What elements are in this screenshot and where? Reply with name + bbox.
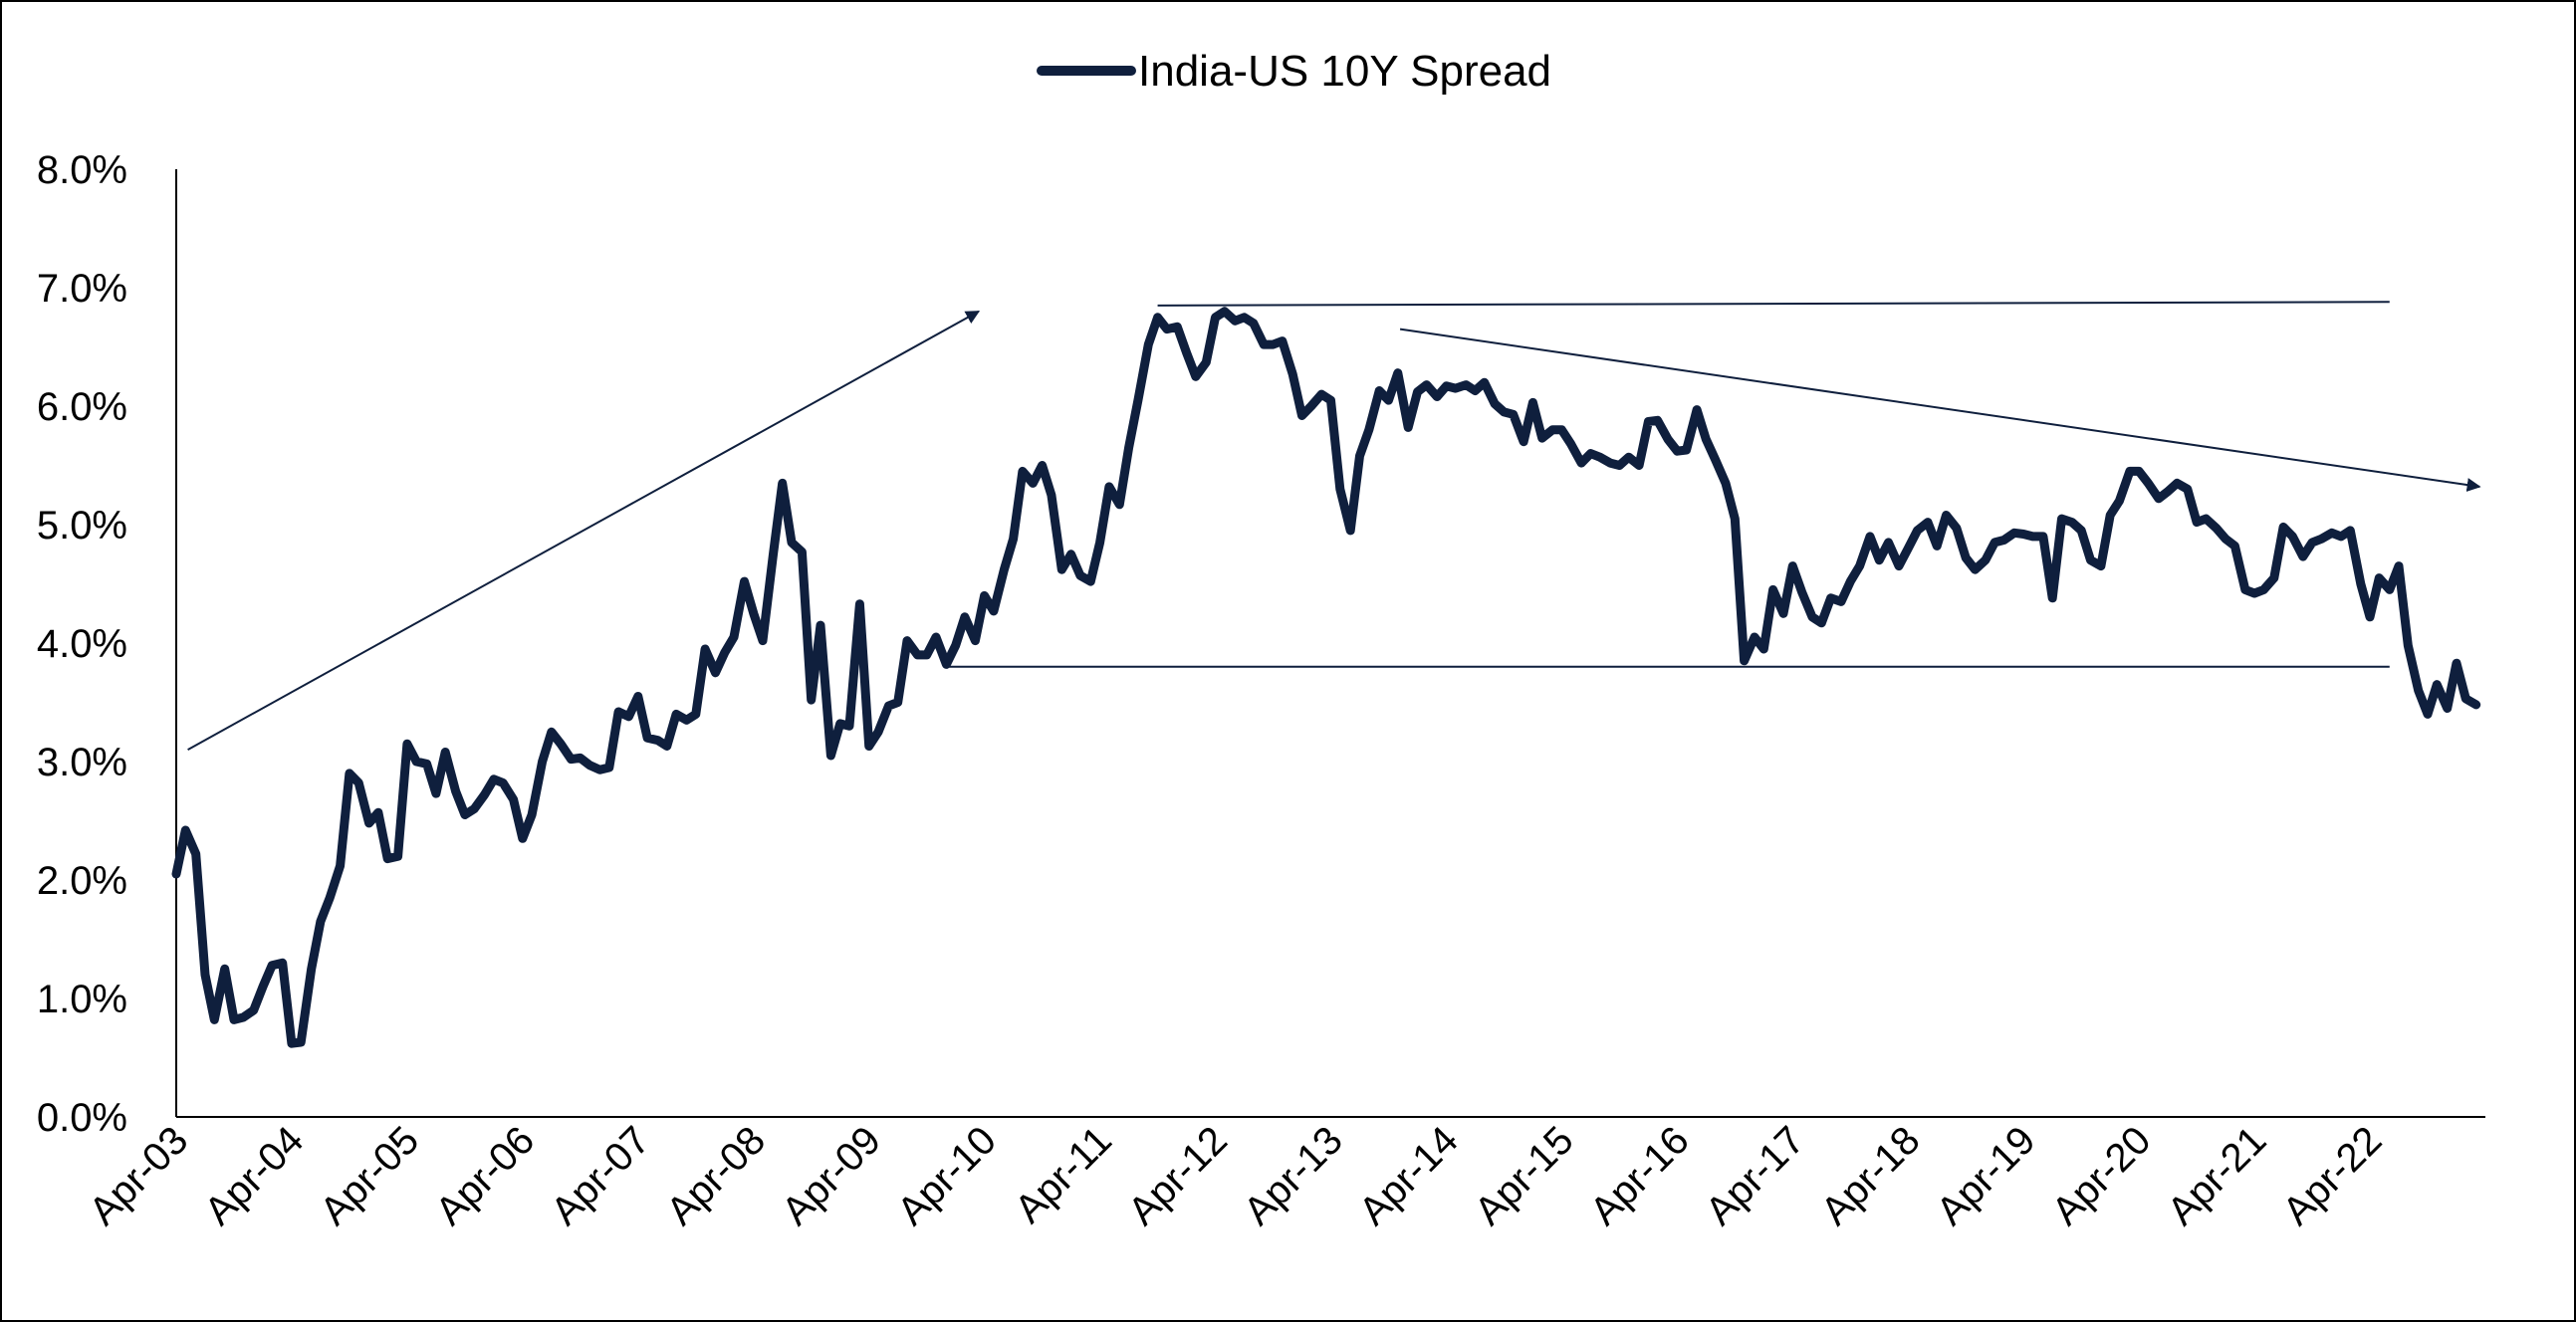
y-tick-label: 6.0% xyxy=(37,385,127,429)
axes xyxy=(175,169,2485,1118)
y-tick-label: 8.0% xyxy=(37,148,127,192)
y-tick-label: 4.0% xyxy=(37,622,127,666)
legend-label: India-US 10Y Spread xyxy=(1138,47,1551,96)
legend: India-US 10Y Spread xyxy=(1037,47,1551,96)
x-tick-label: Apr-15 xyxy=(1467,1118,1582,1233)
x-tick-label: Apr-19 xyxy=(1929,1118,2044,1233)
series-group xyxy=(171,307,2481,1048)
x-tick-label: Apr-14 xyxy=(1351,1118,1467,1233)
x-tick-label: Apr-17 xyxy=(1698,1118,1813,1233)
series-line-india-us-10y-spread xyxy=(171,307,2481,1048)
x-tick-label: Apr-20 xyxy=(2044,1118,2160,1233)
x-tick-label: Apr-12 xyxy=(1120,1118,1236,1233)
x-tick-labels: Apr-03 Apr-04 Apr-05 Apr-06 Apr-07 Apr-08 Apr-… xyxy=(81,1118,2390,1233)
x-tick-label: Apr-09 xyxy=(774,1118,889,1233)
x-tick-label: Apr-06 xyxy=(427,1118,543,1233)
x-tick-label: Apr-16 xyxy=(1582,1118,1698,1233)
trend-arrow xyxy=(187,310,981,751)
x-tick-label: Apr-21 xyxy=(2159,1118,2274,1233)
x-tick-label: Apr-07 xyxy=(543,1118,658,1233)
trend-arrow xyxy=(1399,328,2481,493)
y-tick-labels: 0.0% 1.0% 2.0% 3.0% 4.0% 5.0% 6.0% 7.0% 8.0% xyxy=(37,148,127,1140)
x-tick-label: Apr-22 xyxy=(2274,1118,2390,1233)
trend-line xyxy=(1157,301,2390,307)
trend-annotations xyxy=(187,301,2481,751)
y-tick-label: 0.0% xyxy=(37,1096,127,1140)
y-tick-label: 7.0% xyxy=(37,267,127,311)
x-tick-label: Apr-08 xyxy=(658,1118,774,1233)
x-tick-label: Apr-11 xyxy=(1007,1118,1120,1231)
x-tick-label: Apr-10 xyxy=(889,1118,1005,1233)
y-tick-label: 5.0% xyxy=(37,504,127,548)
y-tick-label: 2.0% xyxy=(37,859,127,903)
y-tick-label: 3.0% xyxy=(37,741,127,784)
x-tick-label: Apr-04 xyxy=(196,1118,312,1233)
x-tick-label: Apr-13 xyxy=(1236,1118,1351,1233)
y-tick-label: 1.0% xyxy=(37,978,127,1021)
x-tick-label: Apr-18 xyxy=(1813,1118,1929,1233)
x-tick-label: Apr-05 xyxy=(312,1118,427,1233)
